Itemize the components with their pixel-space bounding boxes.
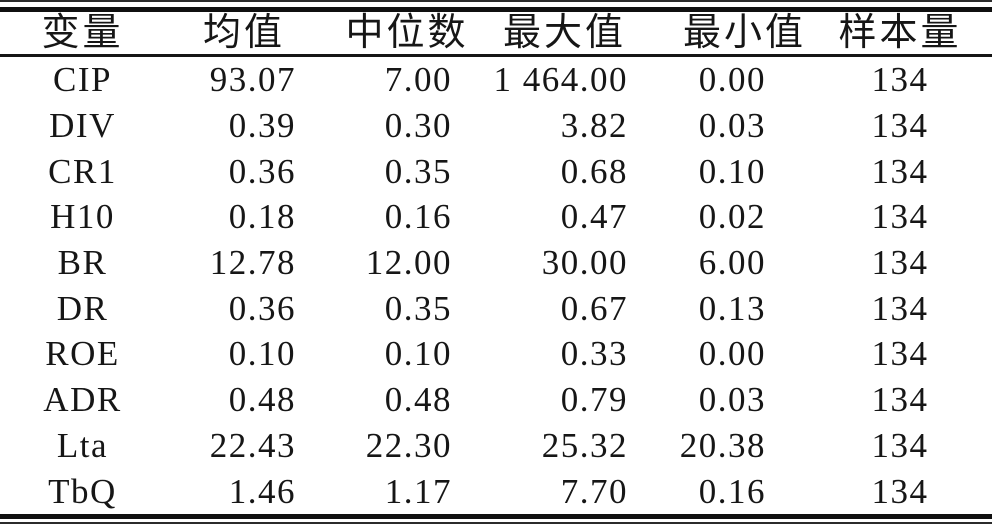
table-row-TbQ: TbQ 1.46 1.17 7.70 0.16 134 (0, 468, 992, 514)
cell-DIV-median: 0.30 (384, 106, 452, 146)
cell-BR-median: 12.00 (365, 243, 452, 283)
cell-H10-median: 0.16 (384, 197, 452, 237)
cell-TbQ-median: 1.17 (384, 471, 452, 511)
cell-CR1-median: 0.35 (384, 151, 452, 191)
cell-DR-mean: 0.36 (228, 288, 296, 328)
cell-DIV-max: 3.82 (560, 106, 628, 146)
cell-ROE-mean: 0.10 (228, 334, 296, 374)
cell-CR1-n: 134 (871, 151, 929, 191)
top-thin-rule (0, 0, 992, 2)
cell-Lta-var: Lta (56, 425, 109, 465)
cell-TbQ-n: 134 (871, 471, 929, 511)
header-separator-rule (0, 54, 992, 57)
cell-BR-var: BR (57, 243, 108, 283)
cell-ADR-min: 0.03 (698, 380, 766, 420)
table-row-ROE: ROE 0.10 0.10 0.33 0.00 134 (0, 331, 992, 377)
cell-ADR-max: 0.79 (560, 380, 628, 420)
cell-CIP-n: 134 (871, 60, 929, 100)
cell-DIV-min: 0.03 (698, 106, 766, 146)
cell-ADR-n: 134 (871, 380, 929, 420)
cell-Lta-max: 25.32 (541, 425, 628, 465)
cell-H10-max: 0.47 (560, 197, 628, 237)
cell-ADR-mean: 0.48 (228, 380, 296, 420)
cell-BR-n: 134 (871, 243, 929, 283)
cell-ROE-min: 0.00 (698, 334, 766, 374)
cell-CIP-var: CIP (53, 60, 112, 100)
cell-ROE-max: 0.33 (560, 334, 628, 374)
cell-TbQ-mean: 1.46 (228, 471, 296, 511)
column-header-n: 样本量 (838, 12, 962, 54)
bottom-thin-rule (0, 521, 992, 524)
cell-TbQ-var: TbQ (48, 471, 117, 511)
cell-H10-min: 0.02 (698, 197, 766, 237)
cell-DR-median: 0.35 (384, 288, 452, 328)
cell-ROE-n: 134 (871, 334, 929, 374)
table-row-CR1: CR1 0.36 0.35 0.68 0.10 134 (0, 148, 992, 194)
cell-Lta-n: 134 (871, 425, 929, 465)
table-header-row: 变量 均值 中位数 最大值 最小值 样本量 (0, 12, 992, 54)
cell-CR1-mean: 0.36 (228, 151, 296, 191)
cell-Lta-mean: 22.43 (209, 425, 296, 465)
column-header-max: 最大值 (502, 12, 626, 54)
table-body: CIP 93.07 7.00 1 464.00 0.00 134 DIV 0.39 0.30 3.… (0, 57, 992, 514)
cell-BR-mean: 12.78 (209, 243, 296, 283)
cell-BR-min: 6.00 (698, 243, 766, 283)
table-row-DIV: DIV 0.39 0.30 3.82 0.03 134 (0, 103, 992, 149)
table-row-ADR: ADR 0.48 0.48 0.79 0.03 134 (0, 377, 992, 423)
cell-CIP-max: 1 464.00 (493, 60, 628, 100)
table-row-Lta: Lta 22.43 22.30 25.32 20.38 134 (0, 423, 992, 469)
table-row-CIP: CIP 93.07 7.00 1 464.00 0.00 134 (0, 57, 992, 103)
cell-DIV-n: 134 (871, 106, 929, 146)
column-header-median: 中位数 (345, 12, 469, 54)
cell-DR-var: DR (56, 288, 109, 328)
cell-ADR-var: ADR (43, 380, 122, 420)
top-thick-rule (0, 7, 992, 12)
bottom-thick-rule (0, 513, 992, 519)
cell-ROE-var: ROE (45, 334, 120, 374)
column-header-var: 变量 (41, 12, 124, 54)
cell-ADR-median: 0.48 (384, 380, 452, 420)
cell-H10-n: 134 (871, 197, 929, 237)
column-header-min: 最小值 (683, 12, 807, 54)
table-row-H10: H10 0.18 0.16 0.47 0.02 134 (0, 194, 992, 240)
cell-CIP-mean: 93.07 (209, 60, 296, 100)
cell-DR-max: 0.67 (560, 288, 628, 328)
cell-ROE-median: 0.10 (384, 334, 452, 374)
cell-DR-n: 134 (871, 288, 929, 328)
cell-DIV-var: DIV (49, 106, 116, 146)
cell-H10-var: H10 (50, 197, 115, 237)
column-header-mean: 均值 (202, 12, 285, 54)
table-row-BR: BR 12.78 12.00 30.00 6.00 134 (0, 240, 992, 286)
cell-DR-min: 0.13 (698, 288, 766, 328)
cell-TbQ-max: 7.70 (560, 471, 628, 511)
cell-CIP-median: 7.00 (384, 60, 452, 100)
cell-TbQ-min: 0.16 (698, 471, 766, 511)
table-row-DR: DR 0.36 0.35 0.67 0.13 134 (0, 285, 992, 331)
cell-Lta-median: 22.30 (365, 425, 452, 465)
cell-CR1-max: 0.68 (560, 151, 628, 191)
cell-BR-max: 30.00 (541, 243, 628, 283)
cell-CIP-min: 0.00 (698, 60, 766, 100)
cell-H10-mean: 0.18 (228, 197, 296, 237)
cell-CR1-var: CR1 (48, 151, 117, 191)
cell-CR1-min: 0.10 (698, 151, 766, 191)
cell-DIV-mean: 0.39 (228, 106, 296, 146)
cell-Lta-min: 20.38 (679, 425, 766, 465)
